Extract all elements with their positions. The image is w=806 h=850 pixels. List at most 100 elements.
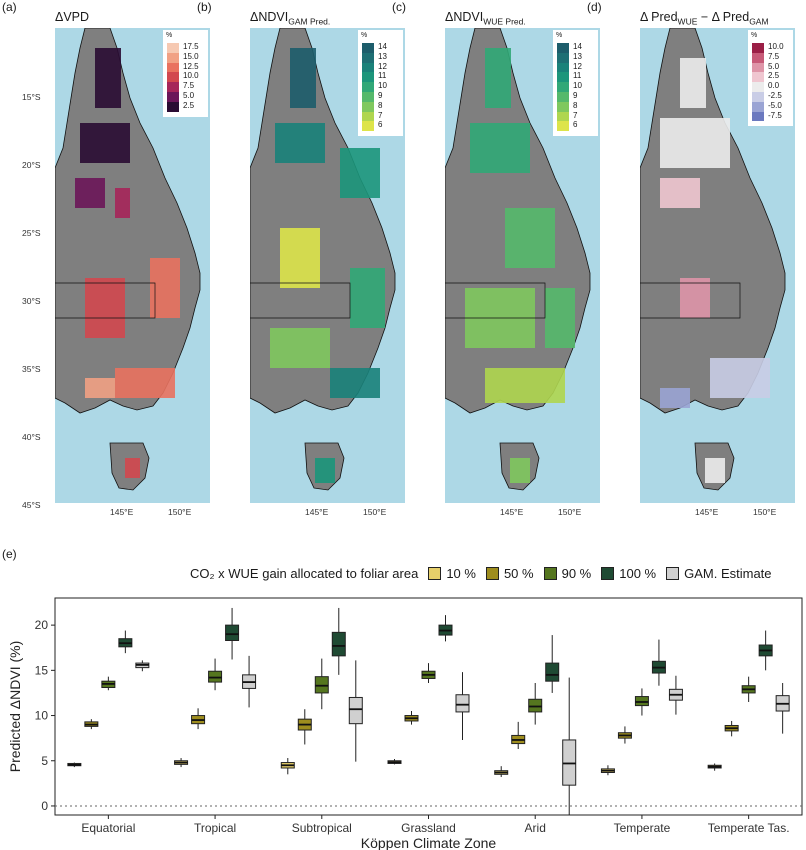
box <box>331 631 346 657</box>
map-patch <box>275 123 325 163</box>
legend-swatch <box>557 111 569 122</box>
map-canvas <box>55 28 201 491</box>
legend-swatch <box>557 121 569 132</box>
legend-label: 12 <box>573 61 582 71</box>
boxplot-chart: 0 5 10 15 20 Predicted ΔNDVI (%) Equatorial Tro… <box>7 597 803 850</box>
legend-label-50: 50 % <box>503 566 534 581</box>
map-patch <box>125 458 140 478</box>
legend-swatch <box>362 52 374 63</box>
map-title-main: ΔNDVI <box>250 10 289 24</box>
legend-swatch <box>557 101 569 112</box>
map-legend-a: % 17.5 15.0 12.5 10.0 7.5 5.0 2.5 <box>163 30 208 117</box>
box <box>208 670 223 683</box>
map-c <box>445 28 600 503</box>
y-tick-label: 20 <box>35 618 49 632</box>
panel-label-b: (b) <box>197 0 212 14</box>
legend-swatch <box>752 72 764 83</box>
map-patch <box>80 123 130 163</box>
legend-item-10: 10 % <box>428 566 476 581</box>
legend-swatch <box>362 82 374 92</box>
state-border <box>445 282 546 319</box>
map-patch <box>315 458 335 483</box>
map-title-sub: GAM Pred. <box>288 16 331 27</box>
legend-label: 0.0 <box>768 81 780 91</box>
map-patch <box>270 328 330 368</box>
legend-swatch <box>752 82 764 92</box>
y-tick-label: 15 <box>35 663 49 677</box>
legend-swatch <box>557 43 569 53</box>
plot-frame <box>54 597 803 816</box>
legend-key-90 <box>543 567 557 580</box>
map-legend-c: % 14 13 12 11 10 9 8 7 6 <box>553 30 598 137</box>
legend-label: -7.5 <box>768 110 782 120</box>
legend-label: 9 <box>573 91 578 100</box>
lat-tick-label: 15°S <box>22 92 41 102</box>
map-patch <box>505 208 555 268</box>
legend-label: 12.5 <box>183 61 199 71</box>
legend-label: 7.5 <box>768 51 780 61</box>
legend-key-10 <box>428 567 442 580</box>
box <box>225 624 240 641</box>
legend-label: -5.0 <box>768 100 782 110</box>
legend-swatch <box>167 43 179 53</box>
legend-label: 14 <box>378 42 387 51</box>
map-patch <box>680 58 706 108</box>
legend-swatch <box>752 101 764 112</box>
legend-unit: % <box>361 32 368 39</box>
map-title-mid: − Δ Pred <box>697 10 750 24</box>
map-title-main: ΔVPD <box>55 10 90 24</box>
legend-label: 7 <box>573 110 578 120</box>
map-patch <box>350 268 385 328</box>
panel-label-e: (e) <box>2 547 17 561</box>
legend-item-gam: GAM. Estimate <box>666 566 772 581</box>
map-patch <box>705 458 725 483</box>
legend-swatch <box>557 92 569 102</box>
map-title-sub2: GAM <box>749 16 769 27</box>
legend-unit: % <box>556 32 563 39</box>
map-patch <box>115 188 130 218</box>
legend-label: 7.5 <box>183 81 195 91</box>
legend-label: 14 <box>573 42 582 51</box>
x-tick-label: Temperate Tas. <box>708 821 790 835</box>
legend-label: 5.0 <box>768 61 780 71</box>
map-canvas <box>640 28 786 491</box>
legend-label: 13 <box>378 51 387 61</box>
map-patch <box>340 148 380 198</box>
map-patch <box>85 278 125 338</box>
map-patch <box>660 118 730 168</box>
legend-unit: % <box>166 32 173 39</box>
legend-label-100: 100 % <box>619 566 657 581</box>
map-title-a: ΔVPD <box>55 10 89 24</box>
map-patch <box>290 48 316 108</box>
legend-label-gam: GAM. Estimate <box>684 566 772 581</box>
map-patch <box>680 278 710 318</box>
map-title-d: Δ PredWUE − Δ PredGAM <box>640 10 769 27</box>
lat-tick-label: 45°S <box>22 500 41 510</box>
legend-item-90: 90 % <box>543 566 591 581</box>
legend-label: 8 <box>573 100 578 110</box>
map-canvas <box>250 28 396 491</box>
lon-tick-label: 150°E <box>558 507 582 517</box>
x-tick-label: Subtropical <box>292 821 352 835</box>
legend-label: 17.5 <box>183 42 199 51</box>
legend-label: 2.5 <box>183 100 195 110</box>
legend-label: 6 <box>378 120 383 130</box>
lat-tick-label: 35°S <box>22 364 41 374</box>
map-title-sub: WUE <box>677 16 698 27</box>
legend-key-50 <box>485 567 499 580</box>
legend-swatch <box>167 62 179 73</box>
y-tick-label: 10 <box>35 709 49 723</box>
legend-swatch <box>752 52 764 63</box>
legend-label: 8 <box>378 100 383 110</box>
legend-label-10: 10 % <box>446 566 476 581</box>
legend-label: 11 <box>378 71 387 81</box>
lon-tick-label: 145°E <box>695 507 719 517</box>
legend-swatch <box>557 72 569 83</box>
box <box>528 698 543 713</box>
x-tick-label: Temperate <box>614 821 671 835</box>
x-tick-label: Equatorial <box>81 821 135 835</box>
map-patch <box>85 378 115 398</box>
lat-tick-label: 25°S <box>22 228 41 238</box>
legend-swatch <box>752 43 764 53</box>
state-border <box>55 282 156 319</box>
